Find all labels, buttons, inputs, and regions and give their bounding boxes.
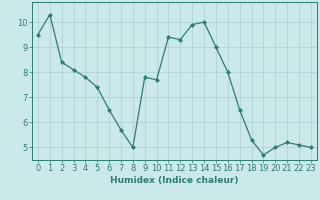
X-axis label: Humidex (Indice chaleur): Humidex (Indice chaleur) [110, 176, 239, 185]
